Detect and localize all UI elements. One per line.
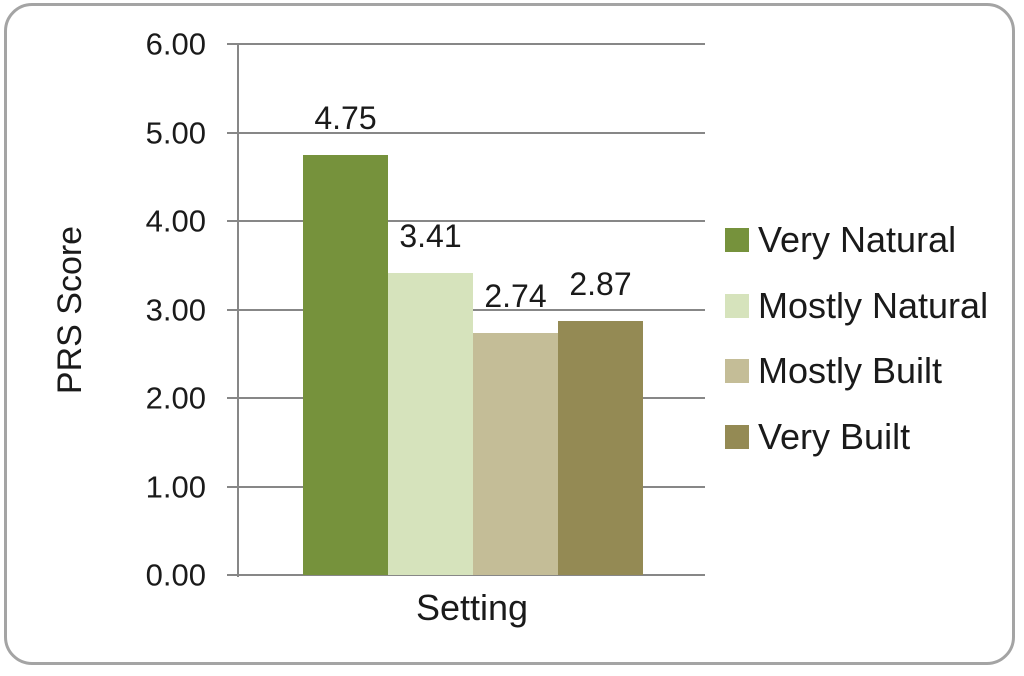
y-tick-label-0.00: 0.00 [145, 557, 206, 593]
legend-label-mostly-built: Mostly Built [758, 350, 943, 391]
legend-swatch-mostly-built [725, 359, 749, 383]
legend-item-mostly-natural: Mostly Natural [725, 288, 988, 324]
legend-label-very-natural: Very Natural [758, 219, 957, 260]
bar-value-label-mostly-natural: 3.41 [399, 218, 462, 254]
plot-area: 4.75 3.41 2.74 2.87 [227, 43, 705, 577]
y-axis-title: PRS Score [51, 225, 89, 395]
legend-swatch-very-natural [725, 228, 749, 252]
y-axis-tick [227, 485, 238, 488]
gridline-4.00 [238, 220, 705, 222]
legend-label-mostly-natural: Mostly Natural [758, 285, 989, 326]
bar-value-label-very-natural: 4.75 [314, 100, 377, 136]
y-axis-tick [227, 43, 238, 45]
y-axis-tick [227, 131, 238, 134]
bar-value-label-very-built: 2.87 [569, 266, 632, 302]
legend-item-very-built: Very Built [725, 419, 910, 455]
y-tick-label-3.00: 3.00 [145, 292, 206, 327]
gridline-6.00 [238, 43, 705, 45]
y-axis-tick [227, 220, 238, 222]
y-tick-label-5.00: 5.00 [145, 115, 206, 150]
y-tick-label-6.00: 6.00 [145, 26, 206, 62]
y-tick-label-1.00: 1.00 [145, 469, 206, 504]
legend-item-very-natural: Very Natural [725, 222, 956, 258]
y-axis-tick [227, 308, 238, 311]
bar-mostly-natural [388, 273, 473, 575]
legend-swatch-very-built [725, 425, 749, 449]
y-tick-label-2.00: 2.00 [145, 380, 206, 416]
y-axis-tick [227, 397, 238, 399]
x-axis-title: Setting [415, 587, 529, 628]
bar-very-natural [303, 155, 388, 575]
gridline-0.00 [238, 574, 705, 576]
bar-value-label-mostly-built: 2.74 [484, 278, 547, 314]
y-axis-line [237, 44, 239, 577]
y-tick-label-4.00: 4.00 [145, 203, 206, 239]
legend-swatch-mostly-natural [725, 294, 749, 318]
bar-very-built [558, 321, 643, 575]
legend-label-very-built: Very Built [758, 416, 911, 457]
gridline-5.00 [238, 131, 705, 134]
legend-item-mostly-built: Mostly Built [725, 353, 942, 389]
y-axis-tick [227, 574, 238, 576]
bar-mostly-built [473, 333, 558, 575]
